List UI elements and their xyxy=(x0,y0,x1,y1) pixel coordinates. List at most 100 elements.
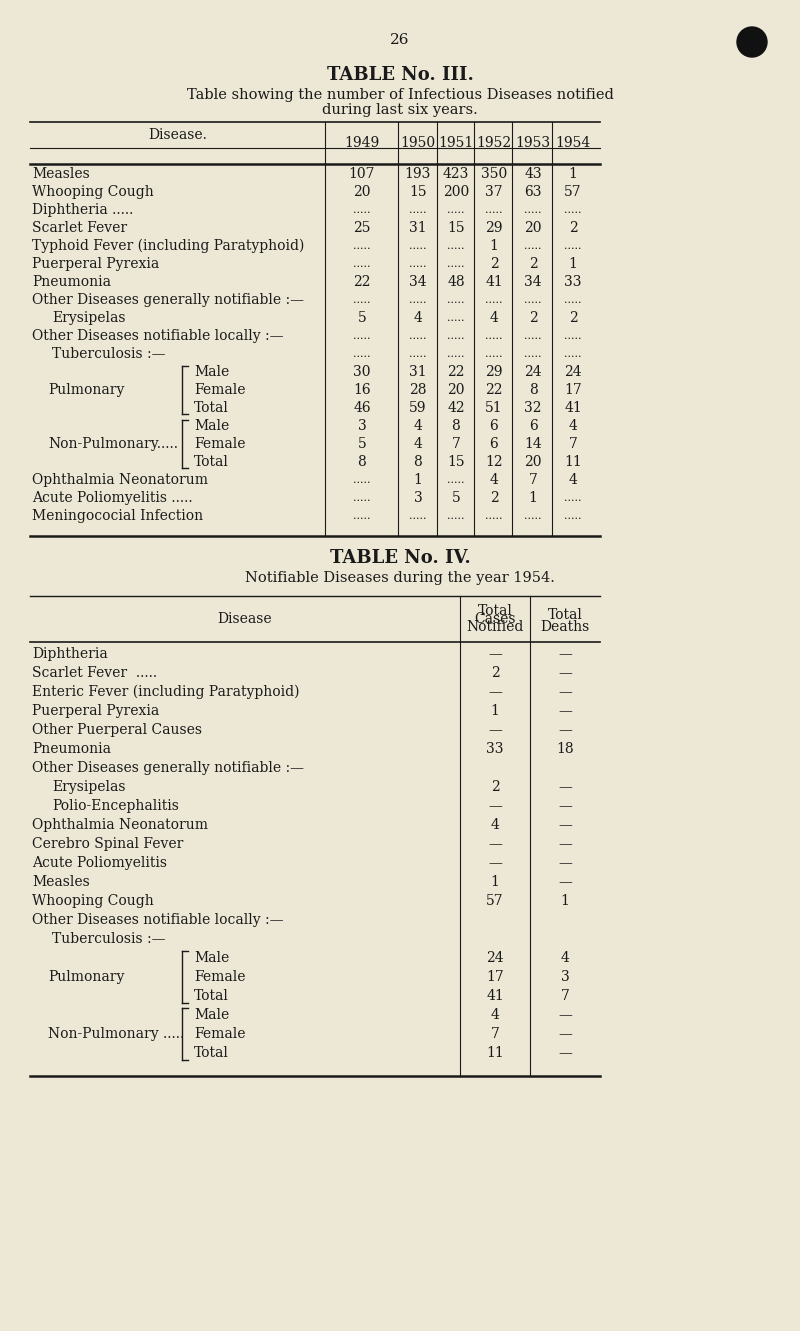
Text: —: — xyxy=(558,780,572,795)
Text: TABLE No. III.: TABLE No. III. xyxy=(326,67,474,84)
Text: 26: 26 xyxy=(390,33,410,47)
Text: 1: 1 xyxy=(490,704,499,717)
Text: 24: 24 xyxy=(564,365,582,379)
Text: 2: 2 xyxy=(569,311,578,325)
Text: 7: 7 xyxy=(451,437,461,451)
Text: .....: ..... xyxy=(486,295,502,305)
Text: 25: 25 xyxy=(354,221,370,236)
Text: 4: 4 xyxy=(414,437,422,451)
Text: Female: Female xyxy=(194,1028,246,1041)
Text: Cerebro Spinal Fever: Cerebro Spinal Fever xyxy=(32,837,183,851)
Text: 2: 2 xyxy=(529,311,538,325)
Text: .....: ..... xyxy=(524,295,542,305)
Text: Ophthalmia Neonatorum: Ophthalmia Neonatorum xyxy=(32,819,208,832)
Text: Non-Pulmonary .....: Non-Pulmonary ..... xyxy=(48,1028,184,1041)
Text: —: — xyxy=(488,723,502,737)
Text: Typhoid Fever (including Paratyphoid): Typhoid Fever (including Paratyphoid) xyxy=(32,238,304,253)
Text: .....: ..... xyxy=(564,331,582,341)
Text: 33: 33 xyxy=(486,741,504,756)
Text: Female: Female xyxy=(194,383,246,397)
Text: 423: 423 xyxy=(443,166,469,181)
Text: .....: ..... xyxy=(354,205,370,216)
Text: 31: 31 xyxy=(409,365,427,379)
Text: 37: 37 xyxy=(485,185,503,200)
Text: 41: 41 xyxy=(485,276,503,289)
Text: 11: 11 xyxy=(486,1046,504,1059)
Text: 6: 6 xyxy=(529,419,538,433)
Text: .....: ..... xyxy=(354,331,370,341)
Text: —: — xyxy=(558,723,572,737)
Text: Total: Total xyxy=(478,604,513,618)
Text: 3: 3 xyxy=(414,491,422,504)
Text: .....: ..... xyxy=(354,492,370,503)
Text: 15: 15 xyxy=(447,455,465,469)
Text: 8: 8 xyxy=(414,455,422,469)
Text: .....: ..... xyxy=(410,241,426,252)
Text: 1954: 1954 xyxy=(555,136,590,150)
Text: .....: ..... xyxy=(524,331,542,341)
Text: Ophthalmia Neonatorum: Ophthalmia Neonatorum xyxy=(32,473,208,487)
Text: during last six years.: during last six years. xyxy=(322,102,478,117)
Text: 16: 16 xyxy=(353,383,371,397)
Text: 20: 20 xyxy=(354,185,370,200)
Text: Pneumonia: Pneumonia xyxy=(32,276,111,289)
Text: .....: ..... xyxy=(524,349,542,359)
Text: Male: Male xyxy=(194,365,230,379)
Text: Pulmonary: Pulmonary xyxy=(48,970,124,984)
Text: Male: Male xyxy=(194,1008,230,1022)
Text: Disease.: Disease. xyxy=(148,128,207,142)
Text: 2: 2 xyxy=(569,221,578,236)
Text: .....: ..... xyxy=(354,475,370,484)
Text: Measles: Measles xyxy=(32,874,90,889)
Text: 107: 107 xyxy=(349,166,375,181)
Text: 1950: 1950 xyxy=(401,136,435,150)
Text: —: — xyxy=(558,647,572,662)
Text: Cases: Cases xyxy=(474,612,516,626)
Text: 29: 29 xyxy=(486,365,502,379)
Text: 1949: 1949 xyxy=(344,136,380,150)
Text: Notified: Notified xyxy=(466,620,524,634)
Text: .....: ..... xyxy=(524,511,542,520)
Text: 4: 4 xyxy=(490,819,499,832)
Text: 22: 22 xyxy=(447,365,465,379)
Text: 15: 15 xyxy=(447,221,465,236)
Text: —: — xyxy=(558,704,572,717)
Text: 29: 29 xyxy=(486,221,502,236)
Text: 32: 32 xyxy=(524,401,542,415)
Text: —: — xyxy=(558,819,572,832)
Text: Puerperal Pyrexia: Puerperal Pyrexia xyxy=(32,704,159,717)
Text: 4: 4 xyxy=(561,952,570,965)
Text: 4: 4 xyxy=(490,1008,499,1022)
Text: 4: 4 xyxy=(569,419,578,433)
Text: Measles: Measles xyxy=(32,166,90,181)
Text: Meningococial Infection: Meningococial Infection xyxy=(32,508,203,523)
Text: 43: 43 xyxy=(524,166,542,181)
Text: 4: 4 xyxy=(414,311,422,325)
Text: 17: 17 xyxy=(486,970,504,984)
Text: Scarlet Fever: Scarlet Fever xyxy=(32,221,127,236)
Text: —: — xyxy=(558,666,572,680)
Text: .....: ..... xyxy=(564,492,582,503)
Text: 22: 22 xyxy=(354,276,370,289)
Text: 4: 4 xyxy=(569,473,578,487)
Text: Pulmonary: Pulmonary xyxy=(48,383,124,397)
Text: Diphtheria .....: Diphtheria ..... xyxy=(32,204,134,217)
Text: 11: 11 xyxy=(564,455,582,469)
Text: Total: Total xyxy=(194,1046,229,1059)
Text: .....: ..... xyxy=(564,241,582,252)
Text: 8: 8 xyxy=(452,419,460,433)
Text: —: — xyxy=(488,647,502,662)
Text: 46: 46 xyxy=(353,401,371,415)
Text: 24: 24 xyxy=(486,952,504,965)
Text: .....: ..... xyxy=(524,241,542,252)
Text: 18: 18 xyxy=(556,741,574,756)
Text: Whooping Cough: Whooping Cough xyxy=(32,894,154,908)
Text: 3: 3 xyxy=(358,419,366,433)
Text: 1952: 1952 xyxy=(477,136,511,150)
Text: .....: ..... xyxy=(410,295,426,305)
Text: 24: 24 xyxy=(524,365,542,379)
Text: 1: 1 xyxy=(529,491,538,504)
Text: Other Diseases notifiable locally :—: Other Diseases notifiable locally :— xyxy=(32,913,283,926)
Text: Other Diseases generally notifiable :—: Other Diseases generally notifiable :— xyxy=(32,293,304,307)
Text: —: — xyxy=(558,874,572,889)
